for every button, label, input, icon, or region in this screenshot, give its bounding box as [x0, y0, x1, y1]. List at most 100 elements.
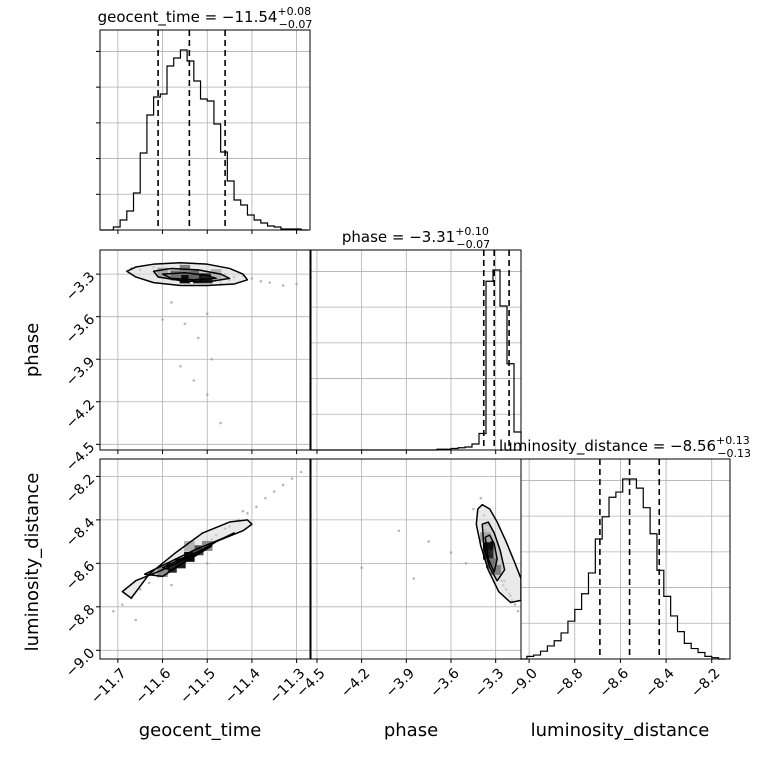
density-cell	[184, 540, 195, 551]
density-cell	[175, 558, 186, 569]
labels-layer: geocent_time phase luminosity_distance p…	[22, 323, 709, 741]
y-tick-label-luminosity-distance: −8.8	[63, 602, 98, 637]
title-minus: −0.13	[717, 447, 751, 460]
panel-title-phase: phase = −3.31+0.10 −0.07	[342, 225, 490, 251]
panel-geocent-time-luminosity-distance	[96, 458, 311, 663]
x-tick-label-phase: −4.2	[338, 665, 373, 700]
sample-point	[196, 336, 200, 340]
sample-point	[246, 512, 249, 515]
sample-point	[170, 301, 173, 304]
contour-line	[161, 545, 213, 571]
sample-point	[147, 581, 151, 585]
x-tick-label-luminosity-distance: −8.4	[642, 665, 677, 700]
sample-point	[210, 357, 214, 361]
sample-point	[360, 566, 363, 569]
x-axis-label-phase: phase	[384, 720, 438, 741]
sample-point	[179, 365, 182, 368]
x-tick-label-geocent-time: −11.7	[88, 665, 130, 707]
panels-layer: geocent_time = −11.54+0.08 −0.07 phase = −…	[63, 5, 751, 707]
panel-title-luminosity-distance: luminosity_distance = −8.56+0.13 −0.13	[499, 434, 751, 460]
sample-point	[281, 483, 285, 487]
title-prefix: phase = −3.31	[342, 228, 455, 246]
density-cell	[490, 564, 501, 575]
panel-background	[520, 459, 730, 659]
panel-frame	[99, 29, 311, 231]
title-minus: −0.07	[456, 238, 490, 251]
density-cell	[188, 270, 200, 281]
x-tick-label-phase: −3.9	[383, 665, 418, 700]
density-cell	[193, 545, 204, 556]
sample-point	[264, 496, 267, 500]
sample-point	[112, 609, 115, 613]
title-minus: −0.07	[279, 18, 313, 31]
sample-point	[134, 618, 138, 622]
x-tick-label-phase: −3.3	[472, 665, 507, 700]
sample-point	[397, 529, 401, 533]
density-cell	[482, 540, 494, 551]
x-tick-label-geocent-time: −11.4	[222, 665, 264, 707]
x-tick-label-geocent-time: −11.6	[133, 665, 175, 707]
panel-frame	[310, 249, 522, 451]
sample-point	[268, 281, 272, 284]
panel-content	[126, 262, 298, 425]
density-cell	[157, 567, 168, 578]
contour-line	[484, 534, 498, 573]
x-tick-label-luminosity-distance: −8.6	[597, 665, 632, 700]
y-tick-label-phase: −3.9	[63, 354, 98, 389]
y-tick-label-phase: −4.2	[63, 397, 98, 432]
density-cell	[210, 269, 222, 280]
sample-point	[472, 507, 475, 511]
y-tick-label-phase: −3.6	[63, 312, 98, 347]
contour-line	[126, 262, 249, 287]
title-plus: +0.08	[277, 5, 311, 18]
sample-point	[290, 477, 294, 480]
sample-point	[259, 279, 263, 283]
density-cell	[170, 270, 182, 281]
panel-geocent-time-phase	[96, 249, 311, 454]
x-axis-label-geocent-time: geocent_time	[139, 720, 262, 741]
y-axis-label-phase: phase	[22, 323, 43, 377]
title-prefix: luminosity_distance = −8.56	[499, 437, 716, 456]
title-plus: +0.13	[716, 434, 750, 447]
y-axis-label-luminosity-distance: luminosity_distance	[22, 473, 43, 652]
sample-point	[161, 318, 164, 321]
panel-geocent-time-geocent-time: geocent_time = −11.54+0.08 −0.07	[96, 5, 312, 234]
contour-line	[475, 503, 521, 604]
histogram-luminosity-distance	[520, 478, 726, 660]
panel-background	[311, 250, 521, 450]
sample-point	[299, 470, 303, 474]
density-cell	[166, 562, 177, 573]
y-tick-label-luminosity-distance: −8.2	[63, 471, 98, 506]
y-tick-label-luminosity-distance: −9.0	[63, 645, 98, 680]
sample-point	[427, 540, 430, 543]
sample-point	[205, 393, 209, 396]
density-cell	[485, 558, 497, 569]
contour-line	[152, 267, 231, 282]
sample-point	[205, 312, 209, 316]
y-tick-label-phase: −4.5	[63, 439, 98, 474]
panel-phase-phase: phase = −3.31+0.10 −0.07	[307, 225, 522, 454]
y-tick-label-phase: −3.3	[63, 269, 98, 304]
panel-content	[360, 496, 521, 613]
y-tick-label-luminosity-distance: −8.4	[63, 515, 98, 550]
panel-luminosity-distance-luminosity-distance: luminosity_distance = −8.56+0.13 −0.13	[499, 434, 751, 663]
sample-point	[192, 379, 196, 382]
panel-frame	[99, 458, 311, 660]
sample-point	[250, 277, 254, 280]
sample-point	[170, 583, 173, 587]
panel-content	[112, 470, 303, 622]
density-cell	[179, 273, 191, 284]
sample-point	[241, 509, 245, 513]
sample-point	[183, 322, 187, 326]
panel-background	[100, 459, 310, 659]
panel-title-geocent-time: geocent_time = −11.54+0.08 −0.07	[98, 5, 313, 31]
sample-point	[449, 551, 453, 554]
sample-point	[281, 284, 285, 287]
panel-frame	[99, 249, 311, 451]
sample-point	[138, 588, 142, 591]
contour-line	[481, 521, 506, 582]
sample-point	[412, 577, 416, 580]
sample-point	[513, 603, 517, 606]
title-plus: +0.10	[455, 225, 489, 238]
